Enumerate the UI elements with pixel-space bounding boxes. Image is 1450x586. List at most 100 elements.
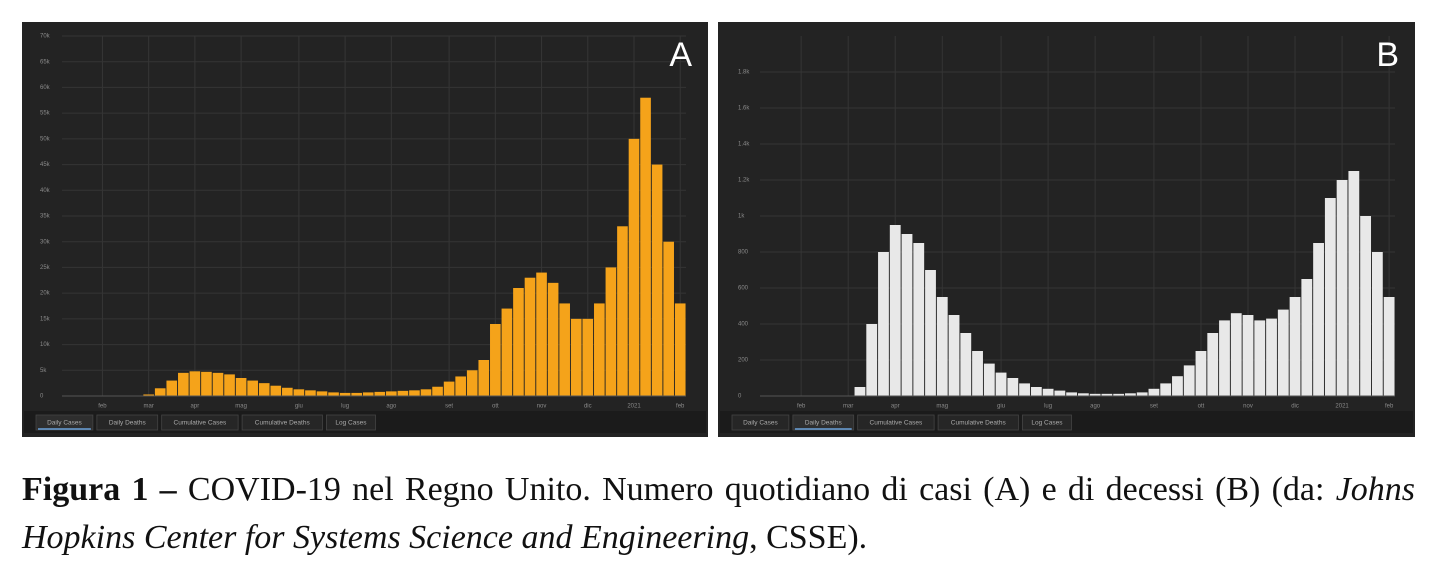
x-tick-label: 2021 <box>1335 404 1349 410</box>
tab-label[interactable]: Log Cases <box>335 420 367 427</box>
tab-label[interactable]: Daily Cases <box>743 420 778 427</box>
panel <box>22 22 708 437</box>
bar <box>866 324 878 396</box>
bar <box>1125 393 1136 396</box>
x-tick-label: giu <box>997 404 1005 410</box>
y-tick-label: 0 <box>40 394 44 400</box>
bar <box>617 226 628 396</box>
y-tick-label: 1.4k <box>738 142 750 148</box>
y-tick-label: 20k <box>40 291 51 297</box>
x-tick-label: ago <box>386 404 397 410</box>
bar <box>628 138 640 396</box>
bar <box>1360 216 1372 396</box>
bar <box>960 333 972 396</box>
bar <box>305 390 316 396</box>
bar <box>674 303 686 396</box>
bar <box>889 225 901 396</box>
bar <box>189 371 201 396</box>
bar <box>605 267 617 396</box>
bar <box>490 324 501 396</box>
bar <box>1136 392 1148 396</box>
bar <box>316 391 328 396</box>
bar <box>1077 393 1089 396</box>
y-tick-label: 30k <box>40 239 51 245</box>
x-tick-label: ago <box>1090 404 1101 410</box>
bar <box>1289 297 1301 396</box>
bar <box>1019 383 1030 396</box>
x-tick-label: nov <box>537 404 547 410</box>
bar <box>201 371 212 396</box>
tab-label[interactable]: Cumulative Cases <box>174 420 227 427</box>
bar <box>1266 318 1277 396</box>
bar <box>1066 392 1078 396</box>
x-tick-label: lug <box>1044 404 1052 410</box>
bar <box>270 385 282 396</box>
bar <box>247 380 258 396</box>
tab-label[interactable]: Daily Cases <box>47 420 82 427</box>
bar <box>351 392 362 396</box>
x-tick-label: dic <box>1291 404 1299 410</box>
y-tick-label: 10k <box>40 342 51 348</box>
tab[interactable] <box>35 414 94 431</box>
bar <box>570 318 582 396</box>
tab[interactable] <box>96 414 159 431</box>
bar <box>1030 387 1042 396</box>
bar <box>1172 376 1183 396</box>
tab-label[interactable]: Cumulative Deaths <box>951 420 1007 427</box>
bar <box>1160 383 1172 396</box>
bar <box>1207 333 1219 396</box>
bar <box>443 381 455 396</box>
tab-label[interactable]: Cumulative Cases <box>870 420 923 427</box>
x-tick-label: feb <box>797 404 806 410</box>
bar <box>925 270 936 396</box>
bar <box>362 392 374 396</box>
x-tick-label: set <box>445 404 453 410</box>
y-tick-label: 55k <box>40 111 51 117</box>
tab[interactable] <box>1022 414 1072 431</box>
tab-label[interactable]: Log Cases <box>1031 420 1063 427</box>
bar <box>293 389 305 396</box>
y-tick-label: 800 <box>738 250 749 256</box>
bar <box>154 388 166 396</box>
bar <box>1089 393 1101 396</box>
x-tick-label: 2021 <box>627 404 641 410</box>
x-tick-label: nov <box>1243 404 1253 410</box>
tab[interactable] <box>857 414 935 431</box>
y-tick-label: 400 <box>738 322 749 328</box>
tab-label[interactable]: Cumulative Deaths <box>255 420 311 427</box>
x-tick-label: feb <box>1385 404 1394 410</box>
bar <box>995 372 1007 396</box>
y-tick-label: 45k <box>40 162 51 168</box>
y-tick-label: 1.8k <box>738 70 750 76</box>
bar <box>478 360 490 396</box>
bar <box>501 308 513 396</box>
bar <box>878 252 889 396</box>
tab-label[interactable]: Daily Deaths <box>109 420 147 427</box>
y-tick-label: 70k <box>40 34 51 40</box>
y-tick-label: 200 <box>738 358 749 364</box>
bar <box>1254 320 1266 396</box>
tab[interactable] <box>937 414 1019 431</box>
tab[interactable] <box>241 414 323 431</box>
bar <box>143 394 154 396</box>
tab[interactable] <box>731 414 790 431</box>
bar <box>432 386 443 396</box>
bar <box>397 390 409 396</box>
bar <box>386 391 397 396</box>
bar <box>1383 297 1395 396</box>
bar <box>258 383 270 396</box>
bar <box>640 97 651 396</box>
bar <box>1183 365 1195 396</box>
tab-label[interactable]: Daily Deaths <box>805 420 843 427</box>
tab[interactable] <box>325 414 376 431</box>
bar <box>972 351 983 396</box>
tab[interactable] <box>792 414 855 431</box>
bar <box>1219 320 1230 396</box>
bar <box>547 282 559 396</box>
bar <box>282 387 293 396</box>
panel-label: B <box>1376 36 1399 74</box>
x-tick-label: mag <box>936 404 948 410</box>
y-tick-label: 25k <box>40 265 51 271</box>
x-tick-label: set <box>1150 404 1158 410</box>
tab[interactable] <box>161 414 239 431</box>
